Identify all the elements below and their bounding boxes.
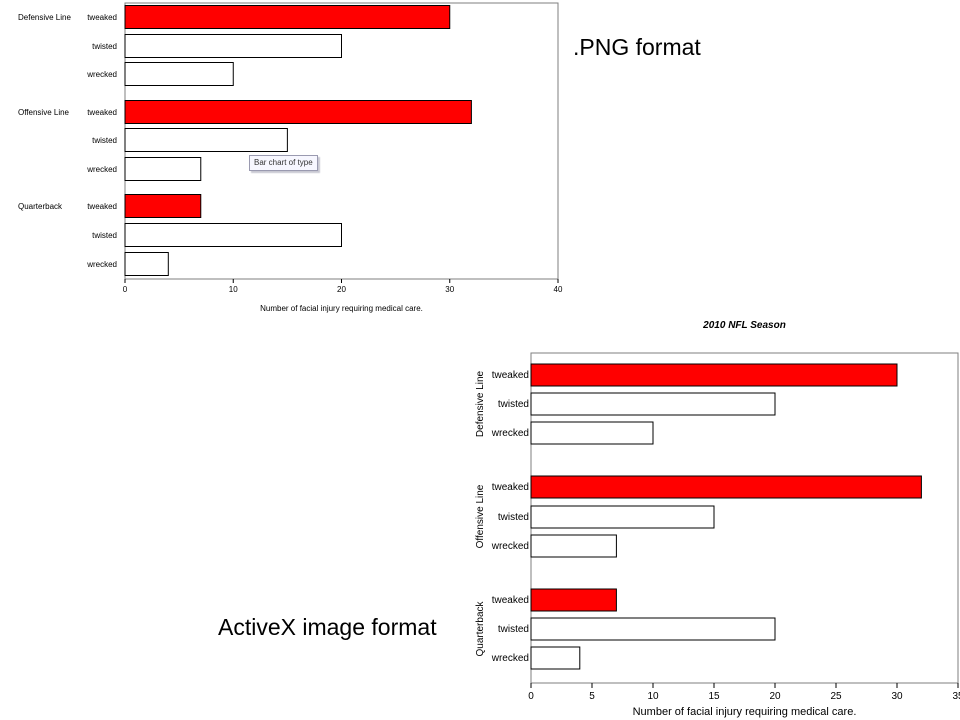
- bar-quarterback-twisted: [124, 223, 342, 247]
- bar-offensive-line-tweaked: [124, 100, 472, 124]
- chart-title: 2010 NFL Season: [702, 320, 786, 331]
- bar-offensive-line-tweaked: [530, 475, 922, 499]
- category-label-defensive-line-wrecked: wrecked: [86, 70, 117, 79]
- bar-offensive-line-wrecked: [124, 157, 202, 181]
- bar-defensive-line-wrecked: [530, 421, 654, 445]
- bar-defensive-line-tweaked: [530, 363, 898, 387]
- x-tick-label-10: 10: [229, 285, 238, 294]
- category-label-offensive-line-twisted: twisted: [92, 136, 117, 145]
- category-label-quarterback-wrecked: wrecked: [491, 653, 529, 664]
- bar-defensive-line-twisted: [124, 34, 342, 58]
- x-tick-label-40: 40: [554, 285, 563, 294]
- category-label-quarterback-wrecked: wrecked: [86, 260, 117, 269]
- x-axis-title: Number of facial injury requiring medica…: [633, 706, 857, 718]
- group-label-defensive-line: Defensive Line: [475, 370, 486, 437]
- png-format-caption: .PNG format: [573, 34, 701, 60]
- category-label-offensive-line-wrecked: wrecked: [86, 165, 117, 174]
- category-label-quarterback-tweaked: tweaked: [87, 202, 117, 211]
- bar-offensive-line-twisted: [530, 505, 715, 529]
- category-label-offensive-line-tweaked: tweaked: [87, 108, 117, 117]
- category-label-quarterback-twisted: twisted: [498, 624, 529, 635]
- bar-defensive-line-wrecked: [124, 62, 234, 86]
- group-label-defensive-line: Defensive Line: [18, 13, 71, 22]
- x-tick-label-0: 0: [123, 285, 128, 294]
- bar-quarterback-wrecked: [124, 252, 169, 276]
- group-label-offensive-line: Offensive Line: [475, 484, 486, 548]
- category-label-defensive-line-tweaked: tweaked: [492, 370, 529, 381]
- bar-quarterback-wrecked: [530, 646, 581, 670]
- x-tick-label-10: 10: [647, 691, 659, 702]
- category-label-offensive-line-twisted: twisted: [498, 512, 529, 523]
- category-label-quarterback-twisted: twisted: [92, 231, 117, 240]
- group-label-quarterback: Quarterback: [18, 202, 63, 211]
- bar-quarterback-tweaked: [124, 194, 202, 218]
- x-tick-label-30: 30: [891, 691, 903, 702]
- category-label-defensive-line-twisted: twisted: [92, 42, 117, 51]
- bar-defensive-line-tweaked: [124, 5, 451, 29]
- x-axis-title: Number of facial injury requiring medica…: [260, 304, 423, 313]
- group-label-quarterback: Quarterback: [475, 600, 486, 656]
- bar-chart-tooltip: Bar chart of type: [249, 155, 318, 171]
- x-tick-label-30: 30: [445, 285, 454, 294]
- activex-format-caption: ActiveX image format: [218, 614, 437, 640]
- category-label-defensive-line-wrecked: wrecked: [491, 428, 529, 439]
- category-label-offensive-line-tweaked: tweaked: [492, 482, 529, 493]
- group-label-offensive-line: Offensive Line: [18, 108, 70, 117]
- x-tick-label-35: 35: [952, 691, 960, 702]
- bar-defensive-line-twisted: [530, 392, 776, 416]
- category-label-defensive-line-twisted: twisted: [498, 399, 529, 410]
- x-tick-label-25: 25: [830, 691, 842, 702]
- bar-quarterback-tweaked: [530, 588, 617, 612]
- bar-quarterback-twisted: [530, 617, 776, 641]
- x-tick-label-20: 20: [769, 691, 781, 702]
- category-label-quarterback-tweaked: tweaked: [492, 595, 529, 606]
- bar-offensive-line-twisted: [124, 128, 288, 152]
- x-tick-label-0: 0: [528, 691, 534, 702]
- category-label-offensive-line-wrecked: wrecked: [491, 541, 529, 552]
- x-tick-label-5: 5: [589, 691, 595, 702]
- x-tick-label-15: 15: [708, 691, 720, 702]
- x-tick-label-20: 20: [337, 285, 346, 294]
- bar-offensive-line-wrecked: [530, 534, 617, 558]
- category-label-defensive-line-tweaked: tweaked: [87, 13, 117, 22]
